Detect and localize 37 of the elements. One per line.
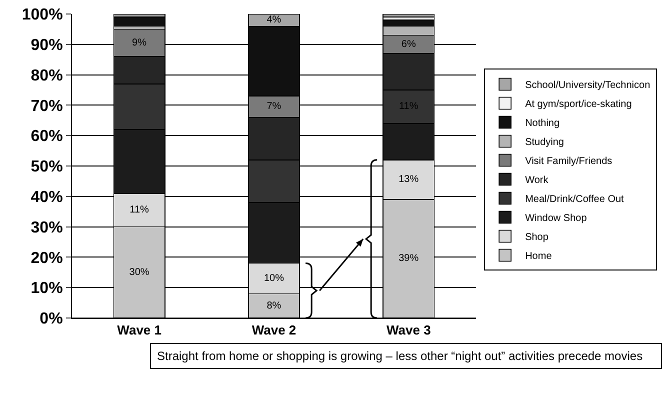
data-label: 8% [266, 300, 282, 312]
y-tick-label: 0% [40, 310, 63, 328]
y-tick-label: 30% [30, 219, 63, 236]
x-tick-label: Wave 2 [252, 322, 296, 338]
x-tick-label: Wave 3 [386, 322, 431, 338]
y-tick-label: 20% [30, 250, 63, 267]
data-label: 13% [398, 174, 419, 186]
data-label: 9% [132, 37, 147, 48]
legend-label: Home [525, 251, 552, 262]
data-label: 7% [266, 101, 282, 112]
y-tick-label: 50% [30, 158, 63, 176]
y-tick-label: 40% [30, 189, 63, 206]
text: Straight from home or shopping is growing – less other “night out” activities precede movies [150, 343, 662, 369]
legend-label: Shop [525, 232, 549, 244]
legend-label: School/University/Technicon [525, 80, 650, 92]
y-tick-label: 70% [30, 98, 63, 115]
data-label: 6% [401, 38, 416, 50]
legend-label: Nothing [525, 118, 560, 130]
data-label: 39% [398, 253, 419, 264]
y-tick-label: 10% [30, 280, 63, 298]
data-label: 10% [264, 272, 284, 284]
legend-label: Visit Family/Friends [525, 156, 612, 168]
y-tick-label: 90% [30, 37, 63, 54]
y-tick-label: 80% [30, 67, 63, 84]
data-label: 11% [130, 204, 150, 216]
data-label: 30% [129, 266, 150, 278]
legend-label: Meal/Drink/Coffee Out [525, 194, 624, 206]
bar [382, 14, 435, 18]
legend-label: Work [525, 175, 550, 186]
legend-label: At gym/sport/ice-skating [525, 99, 632, 110]
x-tick-label: Wave 1 [117, 322, 162, 338]
bar [113, 16, 166, 27]
y-tick-label: 100% [22, 6, 63, 24]
legend-label: Window Shop [525, 213, 588, 224]
data-label: 4% [266, 14, 282, 26]
legend-label: Studying [525, 137, 564, 148]
y-tick-label: 60% [30, 128, 63, 146]
